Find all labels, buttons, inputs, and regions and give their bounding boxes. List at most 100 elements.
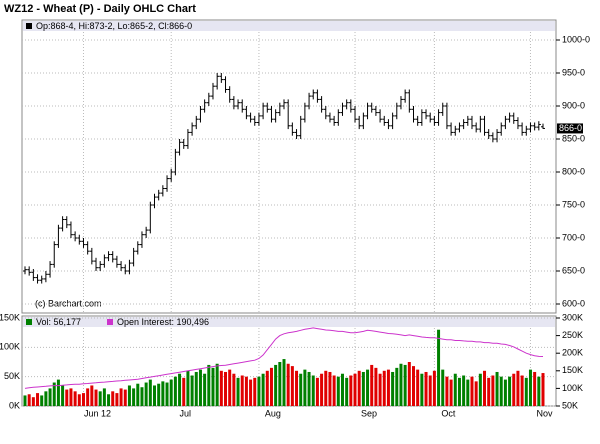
volume-bar (290, 366, 294, 406)
volume-bar (56, 379, 60, 406)
volume-bar (432, 370, 436, 406)
volume-legend: Vol: 56,177 (36, 317, 81, 327)
y2-tick-label: 200K (562, 348, 583, 358)
volume-bar (311, 375, 315, 406)
volume-bar (307, 371, 311, 406)
volume-bar (336, 376, 340, 406)
volume-bar (340, 373, 344, 406)
volume-bar (115, 393, 119, 406)
volume-bar (69, 388, 73, 406)
volume-bar (483, 370, 487, 406)
volume-bar (253, 377, 257, 406)
volume-bar (374, 367, 378, 406)
volume-bar (470, 376, 474, 406)
volume-bar (499, 376, 503, 406)
volume-bar (31, 397, 35, 406)
volume-bar (178, 373, 182, 406)
volume-bar (378, 373, 382, 406)
volume-bar (48, 388, 52, 406)
volume-bar (211, 367, 215, 406)
y-tick-label: 0K (9, 400, 20, 410)
volume-bar (445, 376, 449, 406)
volume-bar (457, 377, 461, 406)
volume-bar (94, 389, 98, 406)
volume-bar (437, 329, 441, 406)
volume-bar (286, 363, 290, 406)
oi-legend: Open Interest: 190,496 (117, 317, 209, 327)
y-tick-label: 100K (0, 342, 20, 352)
volume-bar (207, 364, 211, 406)
volume-bar (102, 388, 106, 406)
volume-bar (520, 375, 524, 406)
volume-bar (249, 379, 253, 406)
volume-bar (537, 376, 541, 406)
ohlc-legend: Op:868-4, Hi:873-2, Lo:865-2, Cl:866-0 (36, 21, 192, 31)
volume-bar (491, 375, 495, 406)
y-tick-label: 50K (4, 371, 20, 381)
volume-bar (328, 371, 332, 406)
volume-bar (361, 371, 365, 406)
volume-bar (198, 369, 202, 406)
volume-bar (503, 379, 507, 406)
volume-bar (424, 371, 428, 406)
volume-bar (186, 370, 190, 406)
y-tick-label: 900-0 (562, 100, 585, 110)
volume-bar (282, 359, 286, 406)
volume-bar (295, 370, 299, 406)
volume-bar (161, 381, 165, 406)
volume-bar (357, 370, 361, 406)
volume-bar (190, 375, 194, 406)
volume-bar (533, 371, 537, 406)
volume-bar (487, 377, 491, 406)
volume-bar (215, 363, 219, 406)
volume-bar (169, 379, 173, 406)
volume-bar (420, 373, 424, 406)
volume-bar (449, 379, 453, 406)
x-tick-label: Sep (361, 408, 377, 418)
volume-bar (366, 369, 370, 406)
x-tick-label: Oct (441, 408, 456, 418)
volume-bar (428, 375, 432, 406)
legend-strip (23, 21, 555, 31)
legend-swatch (26, 319, 32, 325)
copyright: (c) Barchart.com (35, 298, 102, 308)
volume-bar (278, 362, 282, 406)
volume-bar (81, 393, 85, 406)
volume-bar (412, 366, 415, 406)
volume-bar (36, 393, 40, 406)
volume-bar (153, 385, 156, 406)
volume-bar (386, 369, 390, 406)
volume-bar (44, 391, 48, 406)
volume-bar (257, 376, 261, 406)
volume-bar (495, 371, 499, 406)
volume-bar (320, 373, 324, 406)
x-tick-label: Jun 12 (84, 408, 111, 418)
volume-bar (353, 373, 357, 406)
volume-bar (98, 391, 102, 406)
y2-tick-label: 100K (562, 383, 583, 393)
legend-strip (23, 317, 555, 327)
volume-bar (332, 375, 336, 406)
volume-bar (516, 370, 520, 406)
volume-bar (203, 373, 207, 406)
volume-bar (315, 377, 319, 406)
volume-bar (123, 389, 127, 406)
volume-bar (382, 370, 386, 406)
volume-bar (148, 379, 152, 406)
volume-bar (399, 363, 403, 406)
last-price-box (557, 123, 583, 134)
last-price-label: 866-0 (559, 123, 582, 133)
volume-bar (303, 369, 307, 406)
y2-tick-label: 300K (562, 312, 583, 322)
legend-swatch (107, 319, 113, 325)
volume-bar (119, 388, 123, 406)
volume-bar (144, 382, 148, 406)
volume-bar (86, 388, 90, 406)
volume-bar (61, 385, 65, 406)
volume-bar (324, 370, 328, 406)
volume-bar (228, 369, 232, 406)
volume-bar (224, 371, 228, 406)
volume-bar (466, 379, 470, 406)
y-tick-label: 800-0 (562, 166, 585, 176)
